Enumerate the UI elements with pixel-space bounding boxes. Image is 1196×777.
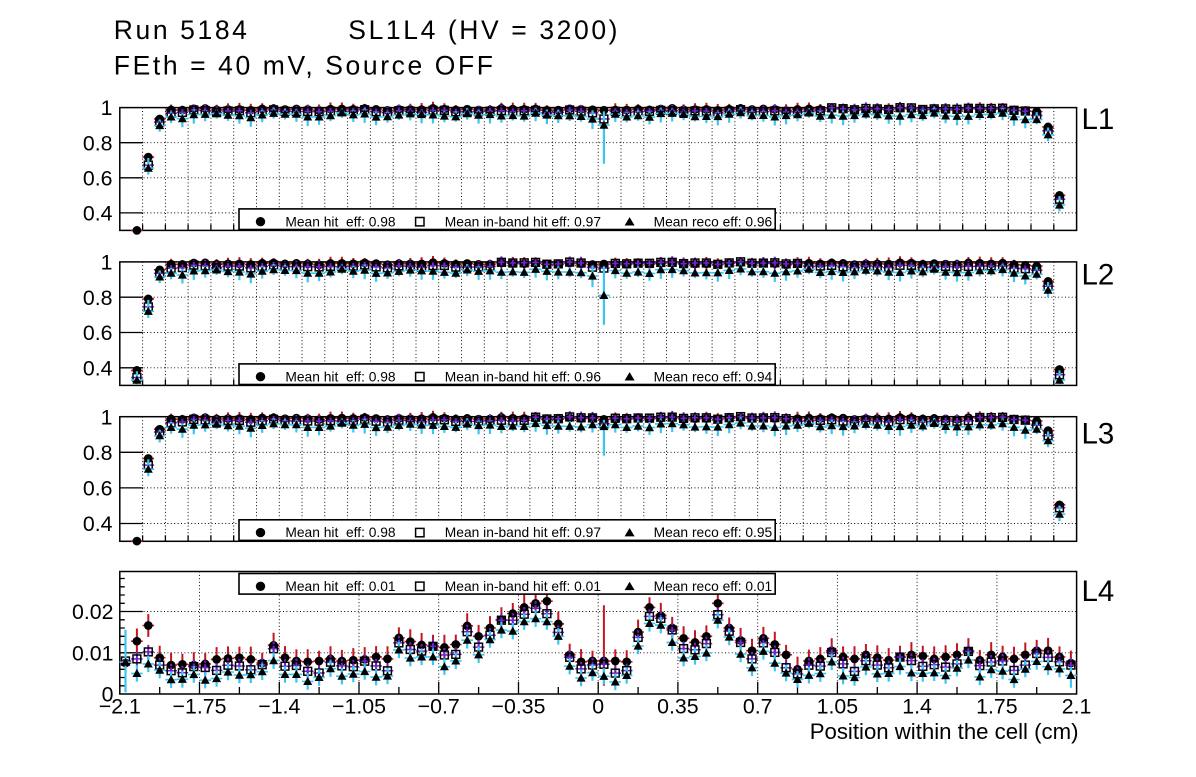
svg-text:0.6: 0.6 [83, 321, 113, 345]
svg-text:1: 1 [101, 405, 113, 429]
svg-text:0.4: 0.4 [83, 202, 113, 226]
svg-text:Run 5184: Run 5184 [114, 15, 250, 45]
svg-text:0.6: 0.6 [83, 477, 113, 501]
svg-text:Mean hit eff: 0.98: Mean hit eff: 0.98 [285, 369, 396, 384]
svg-text:0: 0 [592, 695, 604, 719]
svg-text:0.8: 0.8 [83, 441, 113, 465]
svg-text:−1.75: −1.75 [173, 695, 227, 719]
svg-text:0.7: 0.7 [743, 695, 773, 719]
svg-text:Mean reco eff: 0.94: Mean reco eff: 0.94 [654, 369, 773, 384]
svg-text:0: 0 [102, 683, 114, 707]
svg-text:Mean in-band hit eff: 0.97: Mean in-band hit eff: 0.97 [445, 214, 601, 229]
svg-text:L1: L1 [1082, 103, 1115, 136]
svg-text:0.4: 0.4 [83, 512, 113, 536]
svg-text:FEth = 40 mV, Source OFF: FEth = 40 mV, Source OFF [114, 51, 496, 81]
svg-text:L2: L2 [1082, 258, 1115, 291]
svg-text:0.02: 0.02 [72, 600, 113, 624]
svg-text:−1.4: −1.4 [258, 695, 300, 719]
svg-text:−2.1: −2.1 [99, 695, 141, 719]
svg-text:1.75: 1.75 [976, 695, 1017, 719]
svg-text:Mean hit eff: 0.98: Mean hit eff: 0.98 [285, 525, 396, 540]
svg-text:Mean in-band hit eff: 0.96: Mean in-band hit eff: 0.96 [445, 369, 602, 384]
svg-text:−0.35: −0.35 [492, 695, 546, 719]
svg-text:L3: L3 [1082, 418, 1115, 451]
svg-text:2.1: 2.1 [1062, 695, 1092, 719]
svg-text:−0.7: −0.7 [418, 695, 460, 719]
svg-text:Mean reco eff: 0.01: Mean reco eff: 0.01 [654, 579, 773, 594]
svg-text:Mean in-band hit eff: 0.97: Mean in-band hit eff: 0.97 [445, 525, 601, 540]
svg-text:0.4: 0.4 [83, 356, 113, 380]
svg-text:1.4: 1.4 [902, 695, 932, 719]
svg-text:SL1L4 (HV = 3200): SL1L4 (HV = 3200) [348, 15, 620, 45]
svg-text:0.35: 0.35 [657, 695, 698, 719]
svg-text:1.05: 1.05 [817, 695, 858, 719]
svg-text:0.6: 0.6 [83, 166, 113, 190]
svg-text:0.01: 0.01 [72, 641, 113, 665]
svg-text:1: 1 [101, 251, 113, 275]
svg-text:0.8: 0.8 [83, 286, 113, 310]
svg-text:Mean reco eff: 0.96: Mean reco eff: 0.96 [654, 214, 773, 229]
svg-text:1: 1 [101, 96, 113, 120]
svg-text:Position within the cell (cm): Position within the cell (cm) [810, 719, 1079, 744]
svg-text:−1.05: −1.05 [332, 695, 386, 719]
svg-text:Mean hit eff: 0.01: Mean hit eff: 0.01 [285, 579, 395, 594]
svg-text:L4: L4 [1082, 575, 1115, 608]
svg-text:0.8: 0.8 [83, 131, 113, 155]
svg-text:Mean in-band hit eff: 0.01: Mean in-band hit eff: 0.01 [445, 579, 601, 594]
svg-text:Mean hit eff: 0.98: Mean hit eff: 0.98 [285, 214, 396, 229]
svg-text:Mean reco eff: 0.95: Mean reco eff: 0.95 [654, 525, 773, 540]
